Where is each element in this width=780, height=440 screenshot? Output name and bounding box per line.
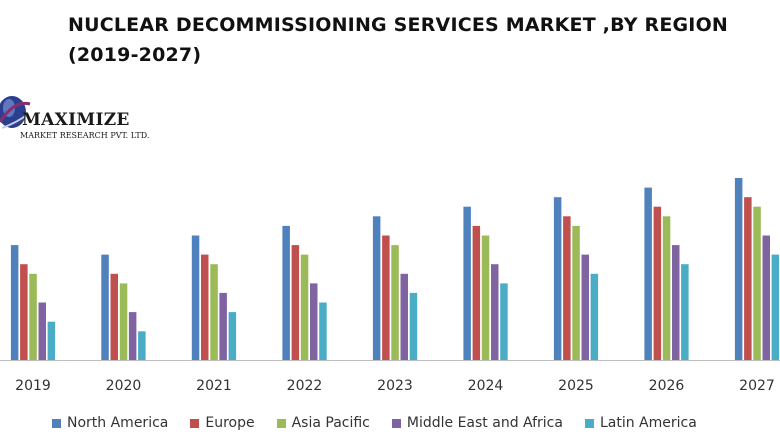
bar-2021-middle-east-and-africa bbox=[219, 292, 227, 360]
bar-2026-asia-pacific bbox=[662, 216, 671, 360]
bar-2019-north-america bbox=[10, 245, 19, 360]
chart-legend: North America Europe Asia Pacific Middle Ea… bbox=[52, 412, 719, 434]
bar-2026-north-america bbox=[644, 187, 652, 360]
bar-2022-latin-america bbox=[319, 302, 327, 360]
x-tick-label: 2019 bbox=[15, 378, 51, 394]
bar-2027-asia-pacific bbox=[753, 206, 761, 360]
legend-item: Europe bbox=[190, 415, 255, 431]
bar-2026-middle-east-and-africa bbox=[672, 245, 680, 360]
bar-2023-asia-pacific bbox=[391, 245, 399, 360]
bar-2021-europe bbox=[201, 254, 209, 360]
x-tick-label: 2021 bbox=[196, 378, 232, 394]
bar-2023-latin-america bbox=[409, 292, 418, 360]
chart-title-line1: NUCLEAR DECOMMISSIONING SERVICES MARKET … bbox=[68, 14, 729, 36]
bar-2023-north-america bbox=[372, 216, 381, 360]
legend-label: Asia Pacific bbox=[291, 415, 370, 431]
x-tick-label: 2023 bbox=[377, 378, 413, 394]
legend-item: North America bbox=[52, 415, 168, 431]
bar-2024-asia-pacific bbox=[481, 235, 490, 360]
company-logo: MAXIMIZE MARKET RESEARCH PVT. LTD. bbox=[0, 88, 150, 158]
bar-2025-asia-pacific bbox=[572, 225, 580, 360]
logo-name: MAXIMIZE bbox=[22, 110, 130, 130]
legend-swatch bbox=[190, 418, 200, 428]
bar-2020-north-america bbox=[101, 254, 109, 360]
bar-2021-latin-america bbox=[228, 312, 237, 360]
bar-2019-latin-america bbox=[47, 321, 56, 360]
bar-2024-europe bbox=[472, 225, 481, 360]
legend-item: Middle East and Africa bbox=[391, 415, 563, 431]
chart-title-line2: (2019-2027) bbox=[68, 44, 202, 66]
bar-2021-north-america bbox=[191, 235, 200, 360]
bar-2026-europe bbox=[653, 206, 662, 360]
bar-2023-middle-east-and-africa bbox=[400, 273, 408, 360]
legend-label: North America bbox=[67, 415, 169, 431]
bar-2019-europe bbox=[20, 264, 28, 360]
legend-label: Europe bbox=[205, 415, 255, 431]
bar-2026-latin-america bbox=[681, 264, 689, 360]
legend-item: Asia Pacific bbox=[276, 415, 370, 431]
legend-label: Latin America bbox=[599, 415, 697, 431]
bar-2020-europe bbox=[110, 273, 118, 360]
x-tick-label: 2020 bbox=[106, 378, 142, 394]
legend-swatch bbox=[52, 418, 61, 428]
bar-2020-middle-east-and-africa bbox=[128, 312, 137, 360]
bar-2025-north-america bbox=[553, 197, 562, 360]
bar-2025-latin-america bbox=[590, 273, 599, 360]
legend-swatch bbox=[391, 418, 401, 428]
bar-2024-middle-east-and-africa bbox=[491, 264, 499, 360]
bar-2019-middle-east-and-africa bbox=[38, 302, 46, 360]
x-tick-label: 2024 bbox=[468, 378, 504, 394]
bar-2024-latin-america bbox=[500, 283, 508, 360]
x-tick-label: 2025 bbox=[558, 378, 594, 394]
bar-2020-asia-pacific bbox=[119, 283, 128, 360]
bar-2022-middle-east-and-africa bbox=[310, 283, 318, 360]
bar-2027-europe bbox=[744, 197, 752, 360]
bar-2021-asia-pacific bbox=[210, 264, 218, 360]
x-tick-label: 2022 bbox=[287, 378, 323, 394]
legend-swatch bbox=[276, 418, 286, 428]
legend-item: Latin America bbox=[584, 415, 697, 431]
bar-2025-europe bbox=[563, 216, 571, 360]
bar-2027-latin-america bbox=[771, 254, 780, 360]
legend-swatch bbox=[584, 418, 594, 428]
bar-2022-asia-pacific bbox=[300, 254, 309, 360]
bar-2027-middle-east-and-africa bbox=[762, 235, 770, 360]
bar-2027-north-america bbox=[734, 178, 743, 360]
logo-subtitle: MARKET RESEARCH PVT. LTD. bbox=[20, 131, 150, 140]
bar-2024-north-america bbox=[463, 206, 471, 360]
chart-title: NUCLEAR DECOMMISSIONING SERVICES MARKET … bbox=[68, 10, 748, 70]
bar-2025-middle-east-and-africa bbox=[581, 254, 589, 360]
x-tick-label: 2027 bbox=[739, 378, 775, 394]
bar-2022-europe bbox=[291, 245, 300, 360]
bar-2023-europe bbox=[382, 235, 390, 360]
bar-chart: 2019 2020 2021 2022 2023 2024 2025 2026 2027 bbox=[0, 178, 780, 394]
bar-2020-latin-america bbox=[138, 331, 146, 360]
globe-icon bbox=[0, 96, 31, 129]
bar-2022-north-america bbox=[282, 225, 290, 360]
legend-label: Middle East and Africa bbox=[406, 415, 563, 431]
bar-2019-asia-pacific bbox=[29, 273, 37, 360]
x-tick-label: 2026 bbox=[649, 378, 685, 394]
